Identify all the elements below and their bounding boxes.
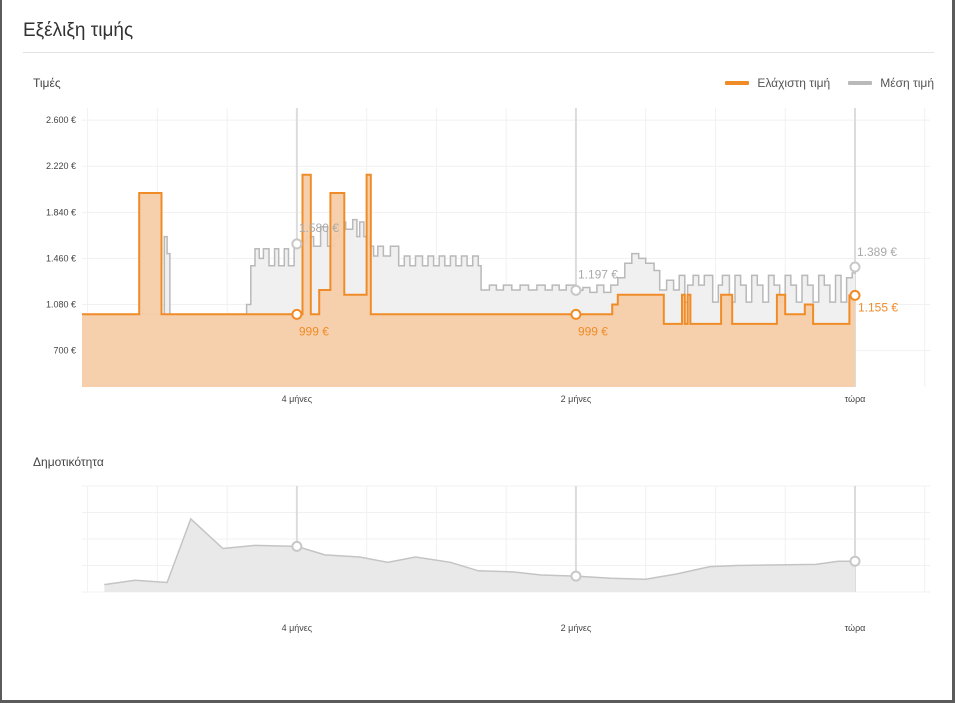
y-tick-label: 2.600 € — [46, 115, 76, 125]
avg-price-marker — [570, 284, 582, 296]
min-price-label: 999 € — [299, 324, 329, 338]
min-price-area — [82, 174, 855, 387]
dialog-title: Εξέλιξη τιμής — [23, 20, 134, 41]
avg-price-marker — [291, 238, 303, 250]
price-chart-legend: Ελάχιστη τιμή Μέση τιμή — [725, 76, 934, 90]
price-chart-title: Τιμές — [33, 76, 61, 90]
x-tick-label: τώρα — [845, 623, 866, 633]
y-tick-label: 1.460 € — [46, 253, 76, 263]
avg-price-marker — [849, 261, 861, 273]
legend-item-min-price[interactable]: Ελάχιστη τιμή — [725, 76, 830, 90]
popularity-marker — [291, 540, 303, 552]
avg-price-label: 1.197 € — [578, 267, 618, 281]
popularity-marker — [849, 555, 861, 567]
legend-min-price-label: Ελάχιστη τιμή — [757, 76, 831, 90]
x-tick-label: 4 μήνες — [282, 623, 313, 633]
x-tick-label: 2 μήνες — [561, 394, 592, 404]
avg-price-label: 1.580 € — [299, 221, 339, 235]
legend-avg-price-label: Μέση τιμή — [880, 76, 934, 90]
y-tick-label: 1.840 € — [46, 207, 76, 217]
x-tick-label: τώρα — [845, 394, 866, 404]
popularity-marker — [570, 570, 582, 582]
popularity-line — [104, 517, 855, 586]
min-price-marker — [291, 308, 303, 320]
x-tick-label: 4 μήνες — [282, 394, 313, 404]
avg-price-swatch — [848, 81, 873, 85]
min-price-label: 999 € — [578, 324, 608, 338]
min-price-line — [82, 173, 855, 325]
y-tick-label: 700 € — [53, 346, 76, 356]
popularity-chart-title: Δημοτικότητα — [33, 455, 104, 469]
header-divider — [23, 52, 934, 53]
avg-price-label: 1.389 € — [857, 245, 897, 259]
min-price-swatch — [725, 81, 750, 85]
y-tick-label: 1.080 € — [46, 300, 76, 310]
legend-item-avg-price[interactable]: Μέση τιμή — [848, 76, 934, 90]
price-chart[interactable]: 2.600 € 2.220 € 1.840 € 1.460 € 1.080 € 700 €… — [2, 0, 952, 420]
popularity-area — [104, 518, 856, 592]
min-price-label: 1.155 € — [858, 300, 898, 314]
x-tick-label: 2 μήνες — [561, 623, 592, 633]
min-price-marker — [849, 289, 861, 301]
min-price-marker — [570, 308, 582, 320]
y-tick-label: 2.220 € — [46, 161, 76, 171]
